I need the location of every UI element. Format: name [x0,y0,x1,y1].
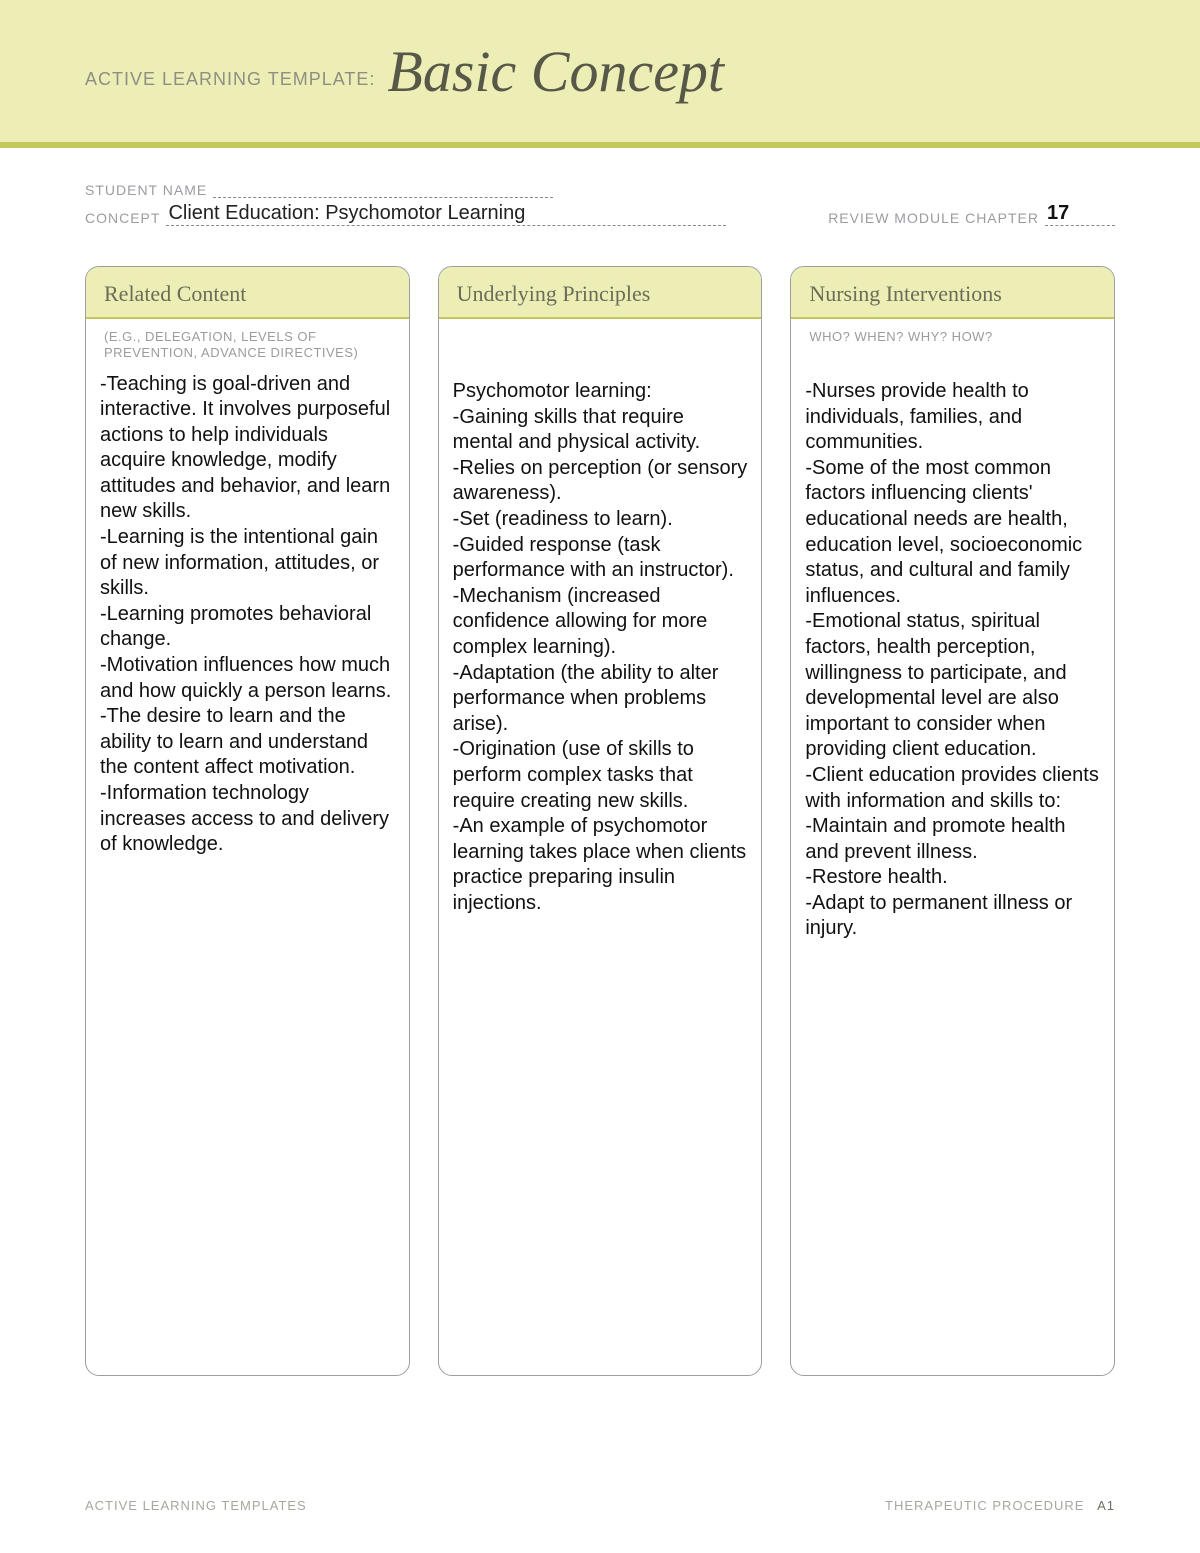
card-subtitle: (E.G., DELEGATION, LEVELS OF PREVENTION,… [86,319,409,366]
card-underlying-principles: Underlying Principles Psychomotor learni… [438,266,763,1376]
footer-right: THERAPEUTIC PROCEDURE A1 [885,1498,1115,1513]
card-body: -Nurses provide health to individuals, f… [791,373,1114,956]
card-body: Psychomotor learning: -Gaining skills th… [439,373,762,930]
banner-prefix: ACTIVE LEARNING TEMPLATE: [85,69,375,90]
card-body: -Teaching is goal-driven and interactive… [86,366,409,872]
columns-container: Related Content (E.G., DELEGATION, LEVEL… [0,226,1200,1376]
footer-right-text: THERAPEUTIC PROCEDURE [885,1498,1084,1513]
meta-block: STUDENT NAME CONCEPT Client Education: P… [0,148,1200,226]
card-title: Related Content [104,281,391,307]
card-header: Related Content [86,267,409,319]
banner: ACTIVE LEARNING TEMPLATE: Basic Concept [0,0,1200,148]
card-header: Nursing Interventions [791,267,1114,319]
concept-field[interactable]: Client Education: Psychomotor Learning [166,208,726,226]
chapter-label: REVIEW MODULE CHAPTER [828,210,1039,226]
footer-left: ACTIVE LEARNING TEMPLATES [85,1498,307,1513]
card-header: Underlying Principles [439,267,762,319]
student-name-label: STUDENT NAME [85,182,207,198]
footer: ACTIVE LEARNING TEMPLATES THERAPEUTIC PR… [85,1498,1115,1513]
card-subtitle [439,319,762,373]
banner-title: Basic Concept [387,38,724,105]
card-nursing-interventions: Nursing Interventions WHO? WHEN? WHY? HO… [790,266,1115,1376]
student-name-field[interactable] [213,180,553,198]
footer-page: A1 [1097,1498,1115,1513]
card-title: Nursing Interventions [809,281,1096,307]
chapter-field[interactable]: 17 [1045,208,1115,226]
card-related-content: Related Content (E.G., DELEGATION, LEVEL… [85,266,410,1376]
concept-label: CONCEPT [85,210,160,226]
card-title: Underlying Principles [457,281,744,307]
concept-value: Client Education: Psychomotor Learning [168,202,525,225]
card-subtitle: WHO? WHEN? WHY? HOW? [791,319,1114,373]
chapter-value: 17 [1047,202,1069,225]
